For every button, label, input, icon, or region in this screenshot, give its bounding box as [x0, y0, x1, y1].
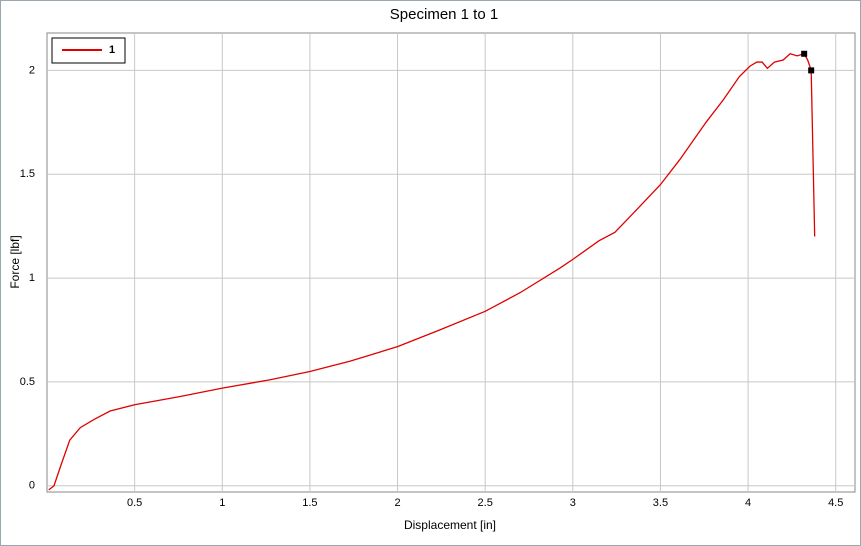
data-line: [48, 52, 816, 491]
y-tick-label: 0: [29, 480, 35, 492]
marker: [808, 67, 815, 74]
x-tick-label: 0.5: [127, 497, 142, 509]
plot-area: [46, 32, 856, 493]
x-tick-label: 3.5: [653, 497, 668, 509]
chart-title: Specimen 1 to 1: [390, 6, 498, 23]
y-tick-label: 2: [29, 64, 35, 76]
x-tick-label: 4.5: [828, 497, 843, 509]
x-tick-label: 2: [394, 497, 400, 509]
x-tick-label: 1.5: [302, 497, 317, 509]
y-tick-label: 1.5: [20, 168, 35, 180]
legend-label: 1: [109, 44, 115, 56]
x-tick-label: 4: [745, 497, 751, 509]
y-axis-label: Force [lbf]: [8, 235, 22, 288]
x-tick-label: 3: [570, 497, 576, 509]
y-tick-label: 1: [29, 272, 35, 284]
x-tick-label: 2.5: [478, 497, 493, 509]
x-axis-label: Displacement [in]: [404, 518, 496, 532]
x-tick-label: 1: [219, 497, 225, 509]
marker: [801, 50, 808, 57]
y-tick-label: 0.5: [20, 376, 35, 388]
